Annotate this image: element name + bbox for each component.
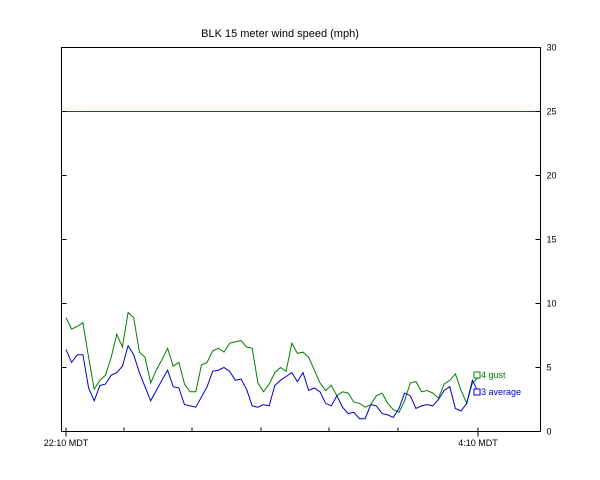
y-tick-label: 30 <box>547 43 557 53</box>
legend-marker-1 <box>473 371 481 379</box>
x-tick-label: 4:10 MDT <box>458 438 498 448</box>
legend-label-1: 4 gust <box>481 370 506 380</box>
x-tick-label: 22:10 MDT <box>44 438 89 448</box>
chart-title: BLK 15 meter wind speed (mph) <box>201 28 359 40</box>
y-tick-label: 15 <box>547 235 557 245</box>
x-axis: 22:10 MDT 4:10 MDT <box>44 427 498 448</box>
legend-label-2: 3 average <box>481 387 521 397</box>
y-tick-label: 0 <box>547 427 552 437</box>
series-line-2 <box>65 344 479 420</box>
y-axis: 0 5 10 15 20 25 30 <box>61 43 557 437</box>
legend: 4 gust 3 average <box>473 370 521 397</box>
legend-marker-2 <box>473 388 481 396</box>
y-tick-label: 20 <box>547 171 557 181</box>
series-layer <box>65 311 479 420</box>
y-tick-label: 25 <box>547 107 557 117</box>
plot-frame <box>61 47 541 432</box>
series-line-1 <box>65 311 479 413</box>
y-tick-label: 5 <box>547 363 552 373</box>
y-tick-label: 10 <box>547 299 557 309</box>
